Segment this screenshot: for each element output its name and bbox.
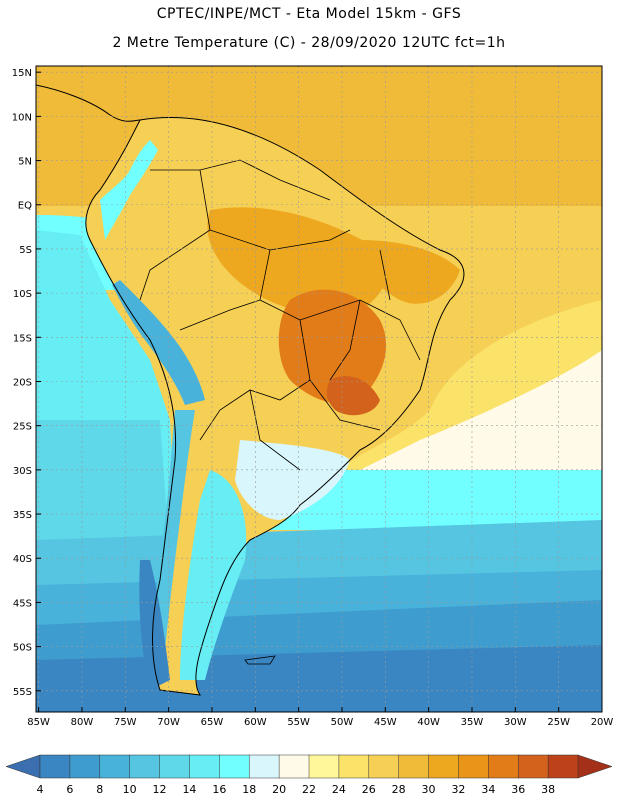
colorbar-label: 32 [451,783,465,796]
lat-label: 20S [13,377,32,388]
colorbar-swatch [368,754,400,779]
lon-label: 25W [547,717,570,728]
colorbar-label: 28 [392,783,406,796]
colorbar-swatch [547,754,579,779]
patagonian-andes [139,560,170,690]
coastline [85,117,465,696]
patagonia-cool [180,470,247,680]
lat-label: 10N [12,112,32,123]
lon-label: 20W [591,717,614,728]
colorbar-swatch [69,754,101,779]
lon-label: 80W [71,717,94,728]
colorbar-label: 36 [511,783,525,796]
graticule [36,66,603,712]
colorbar-swatch [398,754,430,779]
lat-label: 35S [13,510,32,521]
colorbar-swatch [488,754,519,779]
colorbar-swatch [428,754,459,779]
colorbar-swatch [248,754,280,779]
lon-label: 30W [504,717,527,728]
temperature-field [36,66,602,712]
colorbar-label: 20 [272,783,286,796]
falkland-islands [244,655,276,665]
lon-label: 35W [461,717,484,728]
colorbar-label: 30 [422,783,436,796]
colorbar-swatch [278,754,310,779]
colorbar-swatch [189,754,220,779]
colorbar-swatch [308,754,340,779]
colorbar-swatch [219,754,250,779]
colorbar-label: 22 [302,783,316,796]
colorbar-swatch [338,754,370,779]
map-frame [35,65,603,713]
amazon-warm [207,207,389,314]
lon-label: 65W [201,717,224,728]
lat-label: 10S [13,289,32,300]
colorbar-high-arrow [577,754,613,779]
colorbar-label: 38 [541,783,555,796]
map-subtitle: 2 Metre Temperature (C) - 28/09/2020 12U… [112,35,506,51]
colorbar-swatch [517,754,549,779]
lat-label: 40S [13,554,32,565]
lat-label: 5S [19,245,32,256]
pacific-sea-mid [36,420,170,560]
colorbar-label: 16 [212,783,226,796]
lon-label: 45W [374,717,397,728]
latitude-labels: 15N 10N 5N EQ 5S 10S 15S 20S 25S 30S 35S 40S 45S 50S 5… [12,68,41,698]
central-america-coast [36,84,141,122]
lat-label: 5N [18,157,32,168]
colorbar-swatch [99,754,131,779]
lon-label: 60W [244,717,267,728]
uruguay-mild [235,440,350,520]
colorbar-swatch [458,754,489,779]
colorbar-label: 6 [66,783,73,796]
northern-andes [100,140,158,240]
lon-label: 50W [331,717,354,728]
colorbar-label: 34 [481,783,495,796]
central-andes [112,280,205,405]
lon-label: 85W [27,717,50,728]
colorbar-labels: 4 6 8 10 12 14 16 18 20 22 24 26 28 30 32 34 36 38 [37,783,556,796]
colorbar [5,754,613,779]
lon-label: 70W [157,717,180,728]
colorbar-label: 12 [153,783,167,796]
colorbar-label: 8 [96,783,103,796]
lat-label: 25S [13,422,32,433]
colorbar-swatch [159,754,190,779]
lat-label: 15S [13,333,32,344]
colorbar-swatch [129,754,161,779]
colorbar-label: 18 [242,783,256,796]
colorbar-low-arrow [5,754,41,779]
colorbar-label: 26 [362,783,376,796]
colorbar-label: 10 [123,783,137,796]
longitude-labels: 85W 80W 75W 70W 65W 60W 55W 50W 45W 40W 35W 30W 25W 2… [27,707,613,728]
lon-label: 75W [114,717,137,728]
lat-label: 45S [13,598,32,609]
southern-andes [150,410,195,650]
colorbar-label: 24 [332,783,346,796]
lat-label: 50S [13,643,32,654]
lat-label: EQ [18,201,32,212]
northeast-warm [360,240,460,304]
colorbar-label: 14 [182,783,196,796]
colorbar-swatch [39,754,71,779]
lon-label: 40W [417,717,440,728]
atlantic-mild [360,350,602,470]
lat-label: 15N [12,68,32,79]
lat-label: 30S [13,466,32,477]
lon-label: 55W [287,717,310,728]
colorbar-label: 4 [37,783,44,796]
central-hottest [326,376,380,416]
lat-label: 55S [13,687,32,698]
map-title: CPTEC/INPE/MCT - Eta Model 15km - GFS [156,6,462,22]
country-state-borders [139,159,421,471]
